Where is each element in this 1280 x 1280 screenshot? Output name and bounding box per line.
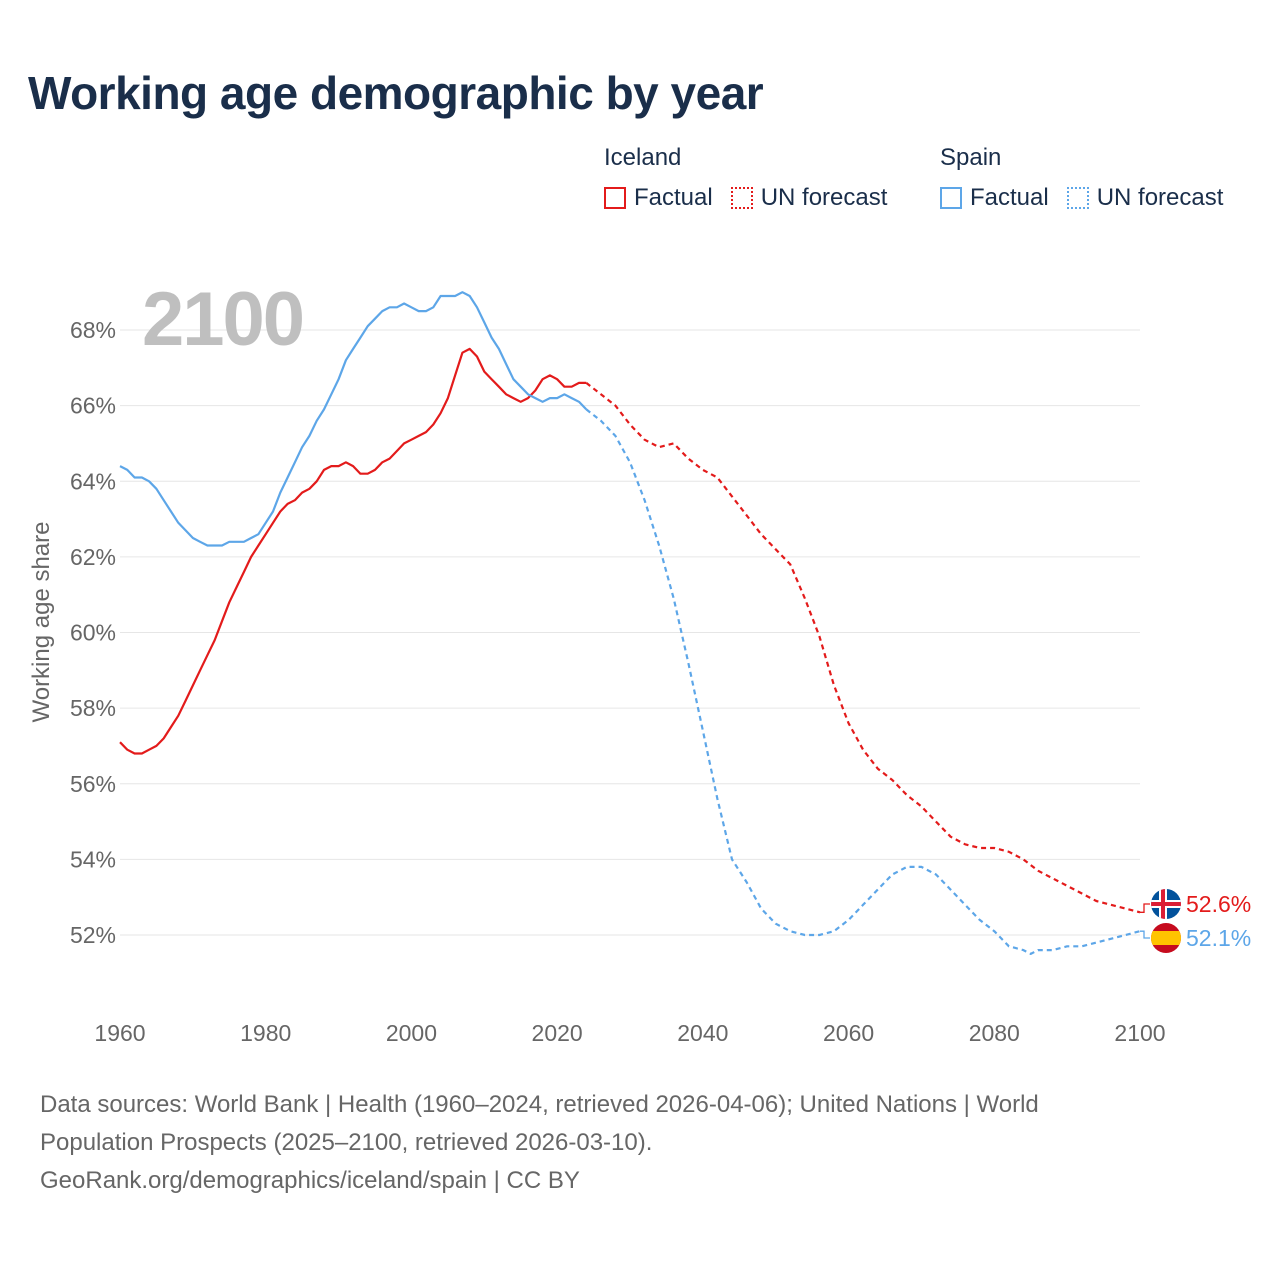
legend-spain-title: Spain xyxy=(940,144,1002,171)
y-tick-label: 68% xyxy=(70,317,116,343)
y-tick-label: 52% xyxy=(70,922,116,948)
legend-spain: Spain Factual UN forecast xyxy=(940,144,1223,212)
legend-iceland-title: Iceland xyxy=(604,144,682,171)
end-value-label-spain: 52.1% xyxy=(1186,925,1251,951)
legend-swatch-iceland-forecast xyxy=(730,187,753,209)
legend-swatch-spain-factual xyxy=(940,187,962,209)
legend-spain-factual[interactable]: Factual xyxy=(940,184,1049,212)
year-display: 2100 xyxy=(142,277,305,362)
series-line-iceland-forecast xyxy=(585,382,1141,914)
x-tick-label: 2040 xyxy=(677,1020,728,1046)
legend-swatch-spain-forecast xyxy=(1066,187,1089,209)
legend-label-iceland-forecast: UN forecast xyxy=(760,184,888,211)
source-note: Data sources: World Bank | Health (1960–… xyxy=(40,1086,1220,1200)
source-line-2: Population Prospects (2025–2100, retriev… xyxy=(40,1129,653,1156)
x-tick-label: 2100 xyxy=(1114,1020,1165,1046)
x-tick-label: 2020 xyxy=(532,1020,583,1046)
y-axis-label: Working age share xyxy=(28,521,55,723)
legend-label-iceland-factual: Factual xyxy=(634,184,713,211)
y-tick-label: 66% xyxy=(70,393,116,419)
y-tick-label: 62% xyxy=(70,544,116,570)
end-connector-iceland xyxy=(1140,903,1150,913)
legend-iceland-factual[interactable]: Factual xyxy=(604,184,713,212)
legend-swatch-iceland-factual xyxy=(604,187,626,209)
y-tick-label: 54% xyxy=(70,846,116,872)
series-line-iceland-factual xyxy=(119,347,587,755)
series-line-spain-factual xyxy=(119,291,588,547)
x-tick-label: 2060 xyxy=(823,1020,874,1046)
y-tick-label: 60% xyxy=(70,620,116,646)
series-line-spain-forecast xyxy=(585,408,1141,956)
source-line-3: GeoRank.org/demographics/iceland/spain |… xyxy=(40,1167,580,1194)
iceland-flag-icon xyxy=(1151,889,1181,919)
source-line-1: Data sources: World Bank | Health (1960–… xyxy=(40,1091,1039,1118)
legend-spain-forecast[interactable]: UN forecast xyxy=(1066,184,1224,212)
legend-label-spain-forecast: UN forecast xyxy=(1096,184,1224,211)
legend-label-spain-factual: Factual xyxy=(970,184,1049,211)
legend-iceland-forecast[interactable]: UN forecast xyxy=(730,184,888,212)
y-tick-label: 58% xyxy=(70,695,116,721)
x-tick-label: 1980 xyxy=(240,1020,291,1046)
x-tick-label: 1960 xyxy=(94,1020,145,1046)
end-value-label-iceland: 52.6% xyxy=(1186,891,1251,917)
y-tick-label: 56% xyxy=(70,771,116,797)
x-tick-label: 2080 xyxy=(969,1020,1020,1046)
spain-flag-icon xyxy=(1151,923,1181,953)
x-tick-label: 2000 xyxy=(386,1020,437,1046)
chart-title: Working age demographic by year xyxy=(28,67,764,119)
end-connector-spain xyxy=(1140,930,1150,939)
legend-iceland: Iceland Factual UN forecast xyxy=(604,144,905,212)
y-tick-label: 64% xyxy=(70,468,116,494)
